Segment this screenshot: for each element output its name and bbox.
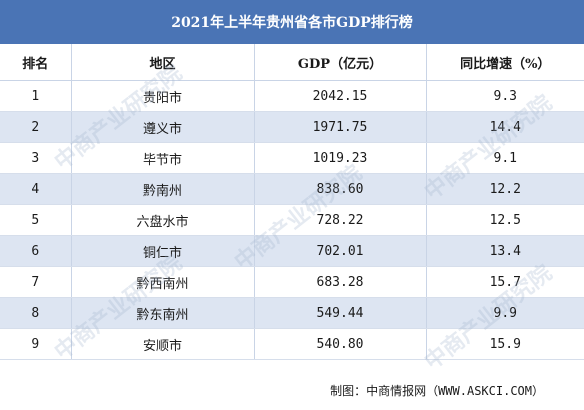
cell-rank: 6	[0, 235, 72, 267]
header-rank: 排名	[0, 44, 72, 81]
cell-growth: 15.7	[426, 266, 584, 298]
cell-region: 黔东南州	[71, 297, 255, 329]
gdp-ranking-table: 排名 地区 GDP（亿元） 同比增速（%） 1 贵阳市 2042.15 9.3 …	[0, 44, 584, 360]
cell-rank: 9	[0, 328, 72, 360]
table-row: 1 贵阳市 2042.15 9.3	[0, 80, 584, 112]
cell-rank: 7	[0, 266, 72, 298]
page-title: 2021年上半年贵州省各市GDP排行榜	[171, 15, 413, 31]
cell-gdp: 838.60	[254, 173, 427, 205]
table-row: 7 黔西南州 683.28 15.7	[0, 266, 584, 298]
cell-gdp: 2042.15	[254, 80, 427, 112]
cell-region: 安顺市	[71, 328, 255, 360]
cell-gdp: 702.01	[254, 235, 427, 267]
cell-rank: 4	[0, 173, 72, 205]
cell-rank: 1	[0, 80, 72, 112]
cell-region: 贵阳市	[71, 80, 255, 112]
cell-growth: 14.4	[426, 111, 584, 143]
table-row: 8 黔东南州 549.44 9.9	[0, 297, 584, 329]
cell-gdp: 1971.75	[254, 111, 427, 143]
table-row: 5 六盘水市 728.22 12.5	[0, 204, 584, 236]
cell-rank: 8	[0, 297, 72, 329]
cell-growth: 12.2	[426, 173, 584, 205]
cell-growth: 15.9	[426, 328, 584, 360]
cell-growth: 9.3	[426, 80, 584, 112]
cell-rank: 5	[0, 204, 72, 236]
header-region: 地区	[71, 44, 255, 81]
cell-growth: 12.5	[426, 204, 584, 236]
table-row: 3 毕节市 1019.23 9.1	[0, 142, 584, 174]
title-bar: 2021年上半年贵州省各市GDP排行榜	[0, 0, 584, 44]
cell-region: 毕节市	[71, 142, 255, 174]
table-row: 2 遵义市 1971.75 14.4	[0, 111, 584, 143]
table-row: 6 铜仁市 702.01 13.4	[0, 235, 584, 267]
table-row: 4 黔南州 838.60 12.2	[0, 173, 584, 205]
cell-gdp: 728.22	[254, 204, 427, 236]
cell-gdp: 1019.23	[254, 142, 427, 174]
cell-region: 六盘水市	[71, 204, 255, 236]
cell-growth: 9.1	[426, 142, 584, 174]
cell-gdp: 549.44	[254, 297, 427, 329]
cell-region: 黔南州	[71, 173, 255, 205]
cell-growth: 13.4	[426, 235, 584, 267]
table-row: 9 安顺市 540.80 15.9	[0, 328, 584, 360]
cell-gdp: 540.80	[254, 328, 427, 360]
cell-gdp: 683.28	[254, 266, 427, 298]
source-note: 制图：中商情报网（WWW.ASKCI.COM）	[330, 384, 544, 398]
cell-rank: 2	[0, 111, 72, 143]
header-gdp: GDP（亿元）	[254, 44, 427, 81]
cell-region: 黔西南州	[71, 266, 255, 298]
cell-region: 铜仁市	[71, 235, 255, 267]
cell-region: 遵义市	[71, 111, 255, 143]
cell-growth: 9.9	[426, 297, 584, 329]
header-growth: 同比增速（%）	[426, 44, 584, 81]
cell-rank: 3	[0, 142, 72, 174]
table-header-row: 排名 地区 GDP（亿元） 同比增速（%）	[0, 44, 584, 81]
